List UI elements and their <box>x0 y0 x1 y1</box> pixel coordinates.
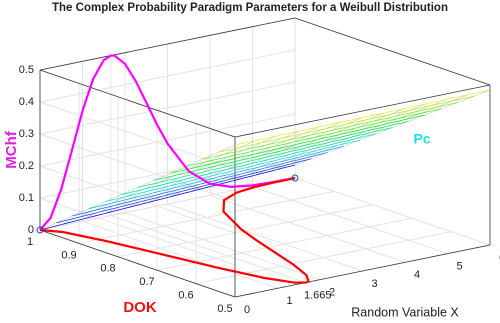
grid-line <box>39 197 236 266</box>
axis-box <box>294 17 491 86</box>
grid-line <box>110 215 306 284</box>
z-tick-label: 0.3 <box>19 128 34 140</box>
grid-line <box>167 203 363 272</box>
axis-box <box>234 244 491 298</box>
dok-line <box>39 176 310 284</box>
surface-mesh <box>252 98 448 177</box>
axis-box <box>39 229 236 298</box>
x-axis-label: Random Variable X <box>351 305 459 319</box>
grid-line <box>82 220 278 289</box>
y-tick-label: 0.8 <box>100 263 115 275</box>
z-tick-label: 0.5 <box>19 64 34 76</box>
grid-line <box>117 204 374 258</box>
z-tick-label: 0.2 <box>19 160 34 172</box>
y-tick-label: 0.9 <box>61 249 76 261</box>
z-axis-label: MChf <box>3 130 20 168</box>
surface-mesh <box>294 89 491 166</box>
grid-line <box>39 113 296 167</box>
surface-mesh <box>153 120 409 181</box>
axis-box <box>39 17 296 71</box>
x-tick-label: 0 <box>244 304 250 316</box>
surface-mesh <box>231 103 427 182</box>
origin-marker <box>36 226 44 234</box>
grid-line <box>195 231 452 285</box>
surface-mesh <box>218 95 474 153</box>
y-axis-label: DOK <box>123 299 157 316</box>
grid-line <box>39 101 236 170</box>
x-tick-label: 4 <box>414 269 420 281</box>
z-tick-label: 0.4 <box>19 96 34 108</box>
chart-title: The Complex Probability Paradigm Paramet… <box>52 2 448 14</box>
x-tick-label: 2 <box>329 287 335 299</box>
x-tick-label: 1 <box>286 295 292 307</box>
x-tick-label: 1.665 <box>304 289 332 301</box>
y-tick-label: 0.5 <box>217 303 232 315</box>
end-marker <box>291 174 299 182</box>
surface-mesh <box>234 89 491 146</box>
grid-line <box>39 49 296 103</box>
surface-mesh <box>169 114 426 174</box>
z-tick-label: 0 <box>28 224 34 236</box>
z-tick-label: 0.1 <box>19 192 34 204</box>
grid-line <box>156 217 413 271</box>
axis-box <box>39 69 236 138</box>
y-tick-label: 1 <box>27 236 33 248</box>
grid-line <box>78 190 335 244</box>
x-tick-label: 3 <box>371 278 377 290</box>
grid-line <box>209 194 406 263</box>
x-tick-label: 5 <box>456 261 462 273</box>
y-tick-label: 0.7 <box>139 276 154 288</box>
surface-mesh <box>273 94 469 171</box>
grid-line <box>39 81 296 135</box>
axis-box <box>234 84 491 138</box>
grid-line <box>294 177 491 246</box>
mchf-line <box>39 54 296 231</box>
grid-line <box>252 186 448 255</box>
x-tick-label: 6 <box>499 252 500 264</box>
annotation: Pc <box>413 131 430 147</box>
y-tick-label: 0.6 <box>178 290 193 302</box>
